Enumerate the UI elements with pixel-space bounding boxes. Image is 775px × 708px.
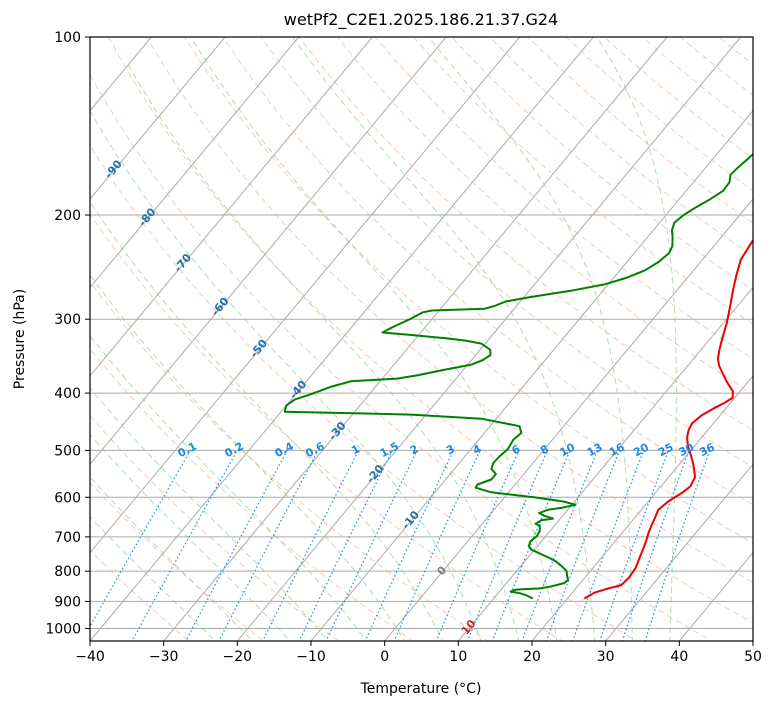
plot-frame <box>89 36 754 642</box>
moist-adiabat <box>427 37 633 641</box>
dry-adiabat <box>413 37 753 325</box>
dry-adiabat <box>90 144 639 641</box>
y-tick-label: 1000 <box>45 621 81 637</box>
moist-adiabat <box>90 476 254 641</box>
isotherm-line <box>90 37 226 200</box>
mixing-ratio-line <box>435 450 520 641</box>
mixing-ratio-line <box>325 450 418 641</box>
isotherm-line <box>90 37 374 377</box>
moist-adiabat <box>90 274 406 641</box>
isotherm-line <box>90 37 521 554</box>
moist-adiabat <box>90 200 444 641</box>
mixing-ratio-line <box>131 450 238 641</box>
dry-adiabat <box>757 37 775 653</box>
x-axis-ticks: −40 −30 −20 −10 0 10 20 30 40 50 <box>75 641 762 665</box>
mixing-ratio-line <box>298 450 393 641</box>
isotherm-line <box>90 37 447 466</box>
x-tick-label: 30 <box>597 649 615 665</box>
y-tick-label: 400 <box>54 386 81 402</box>
y-tick-label: 100 <box>54 30 81 46</box>
y-tick-label: 800 <box>54 564 81 580</box>
mixing-ratio-line <box>185 450 288 641</box>
x-axis-label: Temperature (°C) <box>360 681 482 697</box>
x-tick-label: −10 <box>296 649 326 665</box>
moist-adiabat <box>90 387 329 641</box>
isotherm-line <box>457 286 753 641</box>
moist-adiabat <box>90 334 367 641</box>
dry-adiabat <box>146 37 753 584</box>
x-tick-label: −30 <box>149 649 179 665</box>
y-tick-label: 500 <box>54 443 81 459</box>
dry-adiabat <box>90 481 265 641</box>
background-lines <box>90 37 775 653</box>
mixing-ratio-label: 20 <box>631 440 651 459</box>
mixing-ratio-line <box>621 450 690 641</box>
dry-adiabat <box>90 213 564 641</box>
dry-adiabat <box>90 414 340 641</box>
profile-lines <box>283 152 753 600</box>
x-tick-label: 10 <box>449 649 467 665</box>
mixing-ratio-label: 25 <box>656 441 676 460</box>
moist-adiabat <box>292 37 596 641</box>
isotherm-line <box>384 198 753 641</box>
y-tick-label: 600 <box>54 490 81 506</box>
isotherm-line <box>605 463 753 641</box>
dry-adiabat <box>222 37 753 506</box>
mixing-ratio-line <box>599 450 670 641</box>
y-tick-label: 900 <box>54 594 81 610</box>
mixing-ratio-line <box>393 450 481 641</box>
isotherm-line <box>90 37 595 641</box>
mixing-ratio-label: 13 <box>585 441 605 460</box>
dry-adiabat <box>260 37 753 468</box>
x-tick-label: −20 <box>223 649 253 665</box>
plot-background <box>90 37 753 641</box>
mixing-ratio-label: 10 <box>558 440 578 459</box>
dry-adiabat <box>90 549 190 641</box>
y-tick-label: 300 <box>54 312 81 328</box>
moist-adiabat <box>90 516 216 641</box>
dry-adiabat <box>90 73 713 641</box>
dry-adiabat <box>90 280 489 641</box>
y-tick-label: 700 <box>54 530 81 546</box>
isotherm-line <box>531 375 753 641</box>
moist-adiabat <box>190 37 558 641</box>
dry-adiabat <box>107 37 753 624</box>
chart-title: wetPf2_C2E1.2025.186.21.37.G24 <box>284 10 558 30</box>
mixing-ratio-label: 16 <box>607 440 627 459</box>
temperature-profile-line <box>583 238 753 600</box>
moist-adiabat <box>126 61 520 641</box>
isotherm-line <box>90 37 300 289</box>
x-tick-label: 50 <box>744 649 762 665</box>
dry-adiabat <box>90 348 414 641</box>
y-axis-label: Pressure (hPa) <box>12 289 28 389</box>
y-axis-ticks: 100 200 300 400 500 600 700 800 900 1000 <box>45 30 90 637</box>
x-tick-label: 20 <box>523 649 541 665</box>
mixing-ratio-label: 36 <box>697 440 717 459</box>
x-tick-label: −40 <box>75 649 105 665</box>
dry-adiabat <box>374 37 753 360</box>
x-tick-label: 40 <box>670 649 688 665</box>
moist-adiabat <box>90 109 482 641</box>
y-tick-label: 200 <box>54 208 81 224</box>
x-tick-label: 0 <box>380 649 389 665</box>
isotherm-line <box>310 109 753 641</box>
mixing-ratio-label: 30 <box>677 440 697 459</box>
dry-adiabat <box>451 37 753 291</box>
dewpoint-profile-line <box>283 152 753 600</box>
isotherm-line <box>236 37 742 641</box>
